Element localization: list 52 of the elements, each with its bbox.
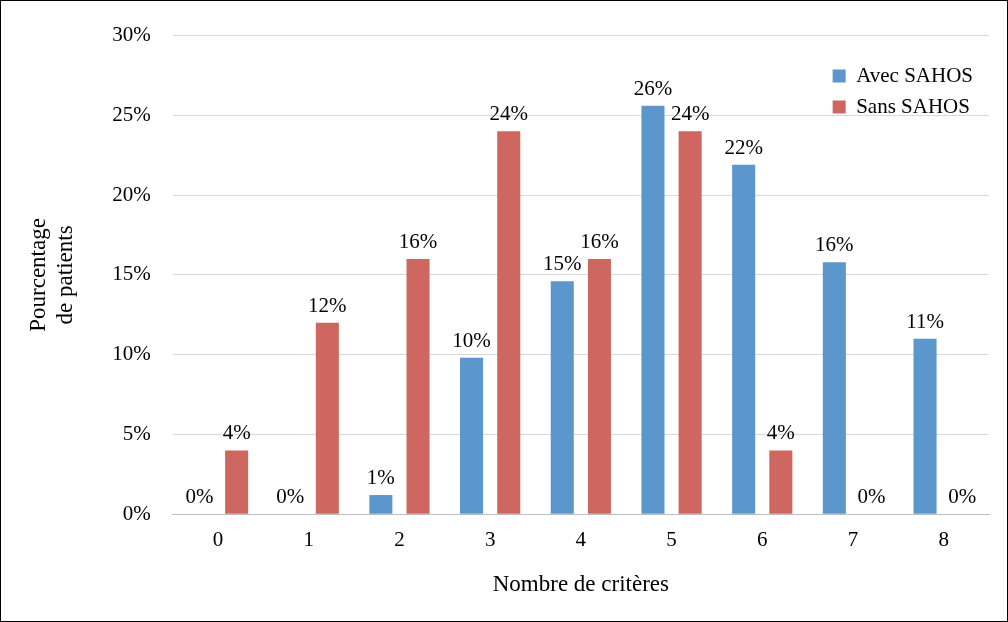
x-tick-label: 4 bbox=[575, 527, 587, 552]
y-axis-title: Pourcentage de patients bbox=[24, 218, 78, 332]
bar bbox=[732, 164, 756, 514]
bar bbox=[913, 338, 937, 514]
y-tick-label: 20% bbox=[112, 181, 151, 206]
data-label: 11% bbox=[906, 308, 944, 333]
y-tick-label: 25% bbox=[112, 101, 151, 126]
x-tick-label: 7 bbox=[847, 527, 859, 552]
data-label: 24% bbox=[670, 101, 710, 126]
bar bbox=[550, 281, 574, 514]
data-label: 15% bbox=[543, 251, 582, 276]
bar bbox=[497, 131, 521, 514]
y-tick-label: 10% bbox=[112, 341, 151, 366]
bar bbox=[460, 357, 484, 514]
data-label: 16% bbox=[398, 228, 438, 253]
legend-label: Sans SAHOS bbox=[856, 93, 970, 118]
data-label: 0% bbox=[185, 484, 214, 509]
data-label: 0% bbox=[948, 484, 977, 509]
x-tick-label: 5 bbox=[666, 527, 677, 552]
x-axis-title: Nombre de critères bbox=[492, 571, 670, 597]
bar bbox=[587, 258, 611, 514]
x-tick-label: 6 bbox=[757, 527, 768, 552]
data-label: 12% bbox=[308, 292, 347, 317]
data-label: 1% bbox=[366, 465, 395, 490]
x-tick-label: 0 bbox=[212, 527, 224, 552]
data-label: 0% bbox=[276, 484, 305, 509]
data-label: 10% bbox=[452, 327, 491, 352]
data-label: 16% bbox=[815, 232, 854, 257]
data-label: 26% bbox=[633, 75, 673, 100]
bar bbox=[769, 450, 793, 514]
data-label: 16% bbox=[580, 228, 619, 253]
y-tick-label: 15% bbox=[112, 261, 151, 286]
bar bbox=[822, 262, 846, 514]
y-tick-label: 30% bbox=[112, 22, 151, 47]
bar bbox=[406, 258, 430, 514]
bar bbox=[641, 105, 665, 514]
data-label: 24% bbox=[489, 101, 528, 126]
x-tick-label: 3 bbox=[484, 527, 496, 552]
bar bbox=[369, 495, 393, 514]
y-tick-label: 0% bbox=[122, 500, 151, 525]
data-label: 22% bbox=[724, 134, 763, 159]
x-tick-label: 8 bbox=[938, 527, 949, 552]
data-label: 0% bbox=[857, 484, 886, 509]
data-label: 4% bbox=[766, 420, 795, 445]
data-label: 4% bbox=[222, 420, 251, 445]
x-tick-label: 1 bbox=[303, 527, 314, 552]
bar bbox=[315, 322, 339, 514]
bar bbox=[225, 450, 249, 514]
y-tick-label: 5% bbox=[122, 420, 151, 445]
bar bbox=[678, 131, 702, 514]
legend-label: Avec SAHOS bbox=[856, 62, 974, 87]
x-tick-label: 2 bbox=[394, 527, 405, 552]
